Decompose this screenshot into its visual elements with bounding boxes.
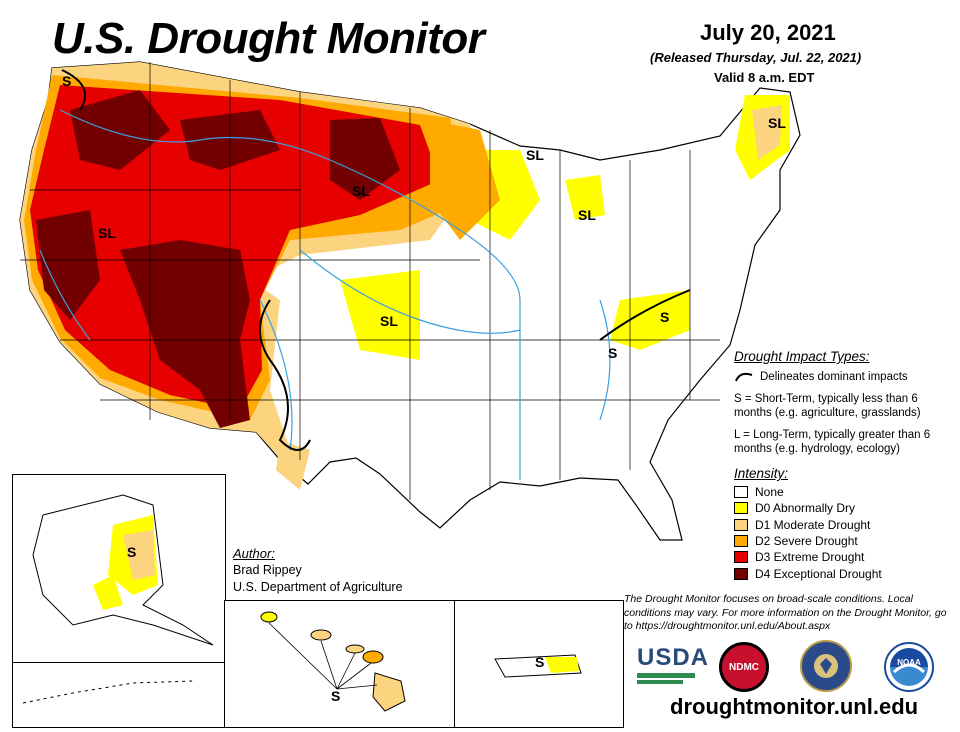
map-title: U.S. Drought Monitor <box>52 14 485 63</box>
d1-minnesota <box>430 120 500 240</box>
usda-logo-text: USDA <box>637 644 710 671</box>
alaska-map: S <box>32 494 214 646</box>
noaa-logo: NOAA <box>884 642 934 692</box>
impact-short-term: S = Short-Term, typically less than 6 mo… <box>734 393 921 419</box>
impact-line-row: Delineates dominant impacts <box>734 370 956 384</box>
intensity-legend: Intensity: None D0 Abnormally Dry D1 Mod… <box>734 466 882 582</box>
legend-swatch <box>734 567 748 580</box>
aleutian-map <box>22 680 194 704</box>
intensity-heading: Intensity: <box>734 466 789 481</box>
rivers <box>39 109 611 480</box>
impact-line-icon <box>735 372 753 382</box>
impact-long-term: L = Long-Term, typically greater than 6 … <box>734 429 931 455</box>
legend-label: D2 Severe Drought <box>755 534 858 549</box>
legend-swatch <box>734 486 748 499</box>
legend-label: D3 Extreme Drought <box>755 550 865 565</box>
ndmc-logo: NDMC <box>719 642 769 692</box>
map-label-alaska: S <box>127 544 136 560</box>
legend-item-d0: D0 Abnormally Dry <box>734 500 882 516</box>
ndmc-logo-text: NDMC <box>729 662 759 673</box>
legend-item-none: None <box>734 484 882 500</box>
map-label-superior: SL <box>526 147 544 163</box>
map-label-west: SL <box>98 225 116 241</box>
d1-texas-west <box>276 440 310 490</box>
author-heading: Author: <box>233 546 275 561</box>
author-block: Author: Brad Rippey U.S. Department of A… <box>233 545 403 596</box>
map-label-maine: SL <box>768 115 786 131</box>
aleutian-inset <box>12 662 226 728</box>
author-org: U.S. Department of Agriculture <box>233 580 403 594</box>
noaa-logo-text: NOAA <box>897 658 921 667</box>
website-url[interactable]: droughtmonitor.unl.edu <box>670 694 919 719</box>
legend-swatch <box>734 551 748 564</box>
legend-label: D0 Abnormally Dry <box>755 501 856 516</box>
legend-swatch <box>734 518 748 531</box>
author-name: Brad Rippey <box>233 563 302 577</box>
commerce-seal-icon <box>800 640 852 692</box>
legend-item-d2: D2 Severe Drought <box>734 533 882 549</box>
legend-item-d1: D1 Moderate Drought <box>734 517 882 533</box>
hawaii-map: S <box>260 611 406 712</box>
map-label-virginia: S <box>660 309 669 325</box>
alaska-inset: S <box>12 474 226 664</box>
legend-label: D1 Moderate Drought <box>755 517 871 532</box>
impact-heading: Drought Impact Types: <box>734 349 870 364</box>
state-boundaries <box>20 62 720 500</box>
puerto-rico-map: S <box>494 654 582 678</box>
legend-swatch <box>734 502 748 515</box>
usda-logo: USDA <box>637 644 710 687</box>
d1-new-england <box>752 105 782 160</box>
disclaimer-text: The Drought Monitor focuses on broad-sca… <box>624 593 947 632</box>
legend-item-d3: D3 Extreme Drought <box>734 549 882 565</box>
map-label-puerto-rico: S <box>535 654 544 670</box>
puerto-rico-inset: S <box>454 600 624 728</box>
map-label-pnw: S <box>62 73 71 89</box>
valid-time: Valid 8 a.m. EDT <box>714 70 815 85</box>
map-label-tennessee: S <box>608 345 617 361</box>
d4-great-basin <box>120 240 250 428</box>
hawaii-inset: S <box>224 600 456 728</box>
d0-michigan <box>565 175 605 220</box>
map-label-hawaii: S <box>331 688 340 704</box>
legend-swatch <box>734 535 748 548</box>
legend-label: D4 Exceptional Drought <box>755 566 882 581</box>
release-date: (Released Thursday, Jul. 22, 2021) <box>650 50 862 65</box>
impact-line-label: Delineates dominant impacts <box>760 371 908 383</box>
impact-lines <box>61 69 691 451</box>
d4-nd <box>330 118 400 200</box>
d4-california <box>36 210 100 320</box>
map-label-north-plains: SL <box>352 183 370 199</box>
legend-label: None <box>755 485 784 500</box>
map-label-michigan: SL <box>578 207 596 223</box>
d4-oregon <box>70 90 170 170</box>
map-label-central: SL <box>380 313 398 329</box>
legend-item-d4: D4 Exceptional Drought <box>734 565 882 581</box>
impact-types-panel: Drought Impact Types: Delineates dominan… <box>734 350 956 464</box>
map-date: July 20, 2021 <box>700 20 836 45</box>
